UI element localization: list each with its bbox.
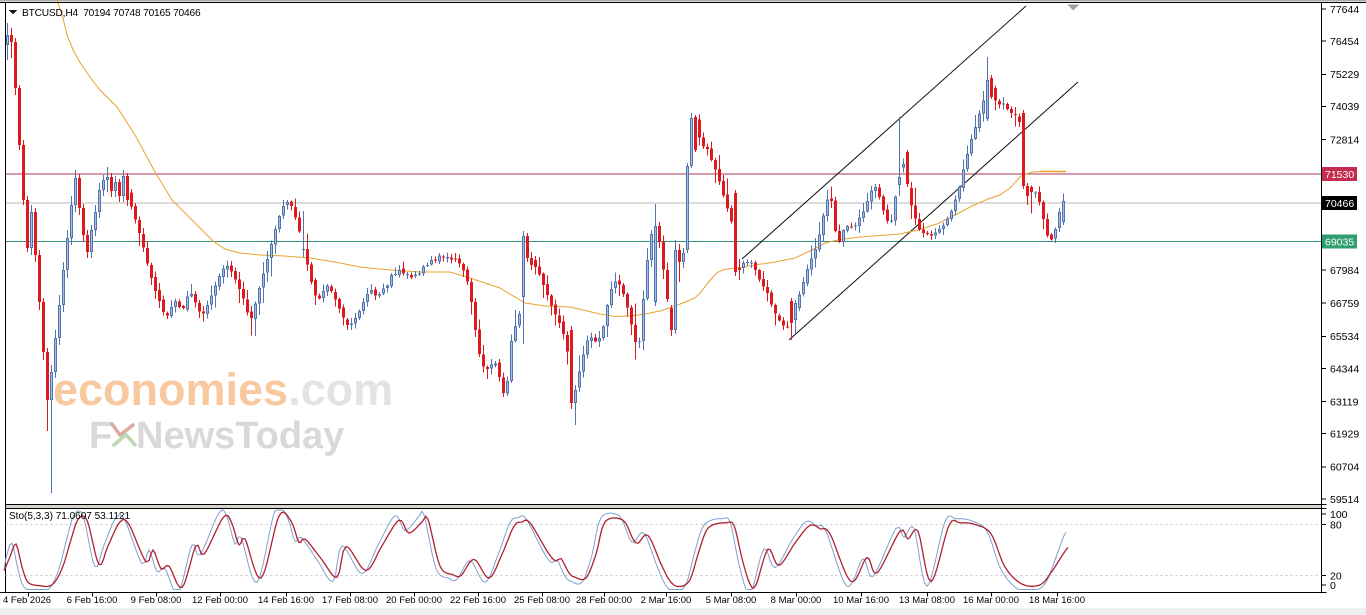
svg-text:F: F — [89, 415, 112, 457]
svg-text:66759: 66759 — [1330, 298, 1359, 310]
svg-text:NewsToday: NewsToday — [136, 415, 344, 457]
svg-text:economies.com: economies.com — [53, 364, 393, 415]
svg-text:25 Feb 08:00: 25 Feb 08:00 — [514, 595, 570, 606]
svg-text:63119: 63119 — [1330, 396, 1359, 408]
svg-text:17 Feb 08:00: 17 Feb 08:00 — [322, 595, 378, 606]
svg-text:20 Feb 00:00: 20 Feb 00:00 — [386, 595, 442, 606]
svg-text:12 Feb 00:00: 12 Feb 00:00 — [192, 595, 248, 606]
svg-text:100: 100 — [1330, 509, 1348, 521]
svg-text:Sto(5,3,3) 71.0607 53.1121: Sto(5,3,3) 71.0607 53.1121 — [9, 511, 130, 522]
svg-text:65534: 65534 — [1330, 331, 1359, 343]
svg-text:64344: 64344 — [1330, 363, 1359, 375]
svg-text:16 Mar 00:00: 16 Mar 00:00 — [963, 595, 1019, 606]
svg-text:4 Feb 2026: 4 Feb 2026 — [3, 595, 51, 606]
svg-text:28 Feb 00:00: 28 Feb 00:00 — [576, 595, 632, 606]
svg-text:67984: 67984 — [1330, 265, 1359, 277]
svg-text:9 Feb 08:00: 9 Feb 08:00 — [131, 595, 182, 606]
svg-text:59514: 59514 — [1330, 494, 1359, 506]
svg-text:BTCUSD,H4 70194 70748 70165 7: BTCUSD,H4 70194 70748 70165 70466 — [22, 8, 201, 19]
svg-text:5 Mar 08:00: 5 Mar 08:00 — [706, 595, 757, 606]
svg-text:76454: 76454 — [1330, 36, 1359, 48]
svg-text:72814: 72814 — [1330, 134, 1359, 146]
svg-text:6 Feb 16:00: 6 Feb 16:00 — [67, 595, 118, 606]
svg-text:0: 0 — [1330, 580, 1336, 592]
svg-text:75229: 75229 — [1330, 69, 1359, 81]
svg-text:77644: 77644 — [1330, 4, 1359, 16]
svg-text:2 Mar 16:00: 2 Mar 16:00 — [641, 595, 692, 606]
svg-text:10 Mar 16:00: 10 Mar 16:00 — [833, 595, 889, 606]
svg-text:14 Feb 16:00: 14 Feb 16:00 — [258, 595, 314, 606]
svg-text:61929: 61929 — [1330, 429, 1359, 441]
svg-text:71530: 71530 — [1325, 169, 1354, 181]
svg-text:74039: 74039 — [1330, 101, 1359, 113]
svg-text:22 Feb 16:00: 22 Feb 16:00 — [450, 595, 506, 606]
svg-text:60704: 60704 — [1330, 462, 1359, 474]
svg-text:20: 20 — [1330, 570, 1342, 582]
svg-text:13 Mar 08:00: 13 Mar 08:00 — [899, 595, 955, 606]
svg-text:80: 80 — [1330, 519, 1342, 531]
svg-text:18 Mar 16:00: 18 Mar 16:00 — [1029, 595, 1085, 606]
svg-text:8 Mar 00:00: 8 Mar 00:00 — [771, 595, 822, 606]
svg-text:70466: 70466 — [1325, 198, 1354, 210]
svg-text:69035: 69035 — [1325, 237, 1354, 249]
